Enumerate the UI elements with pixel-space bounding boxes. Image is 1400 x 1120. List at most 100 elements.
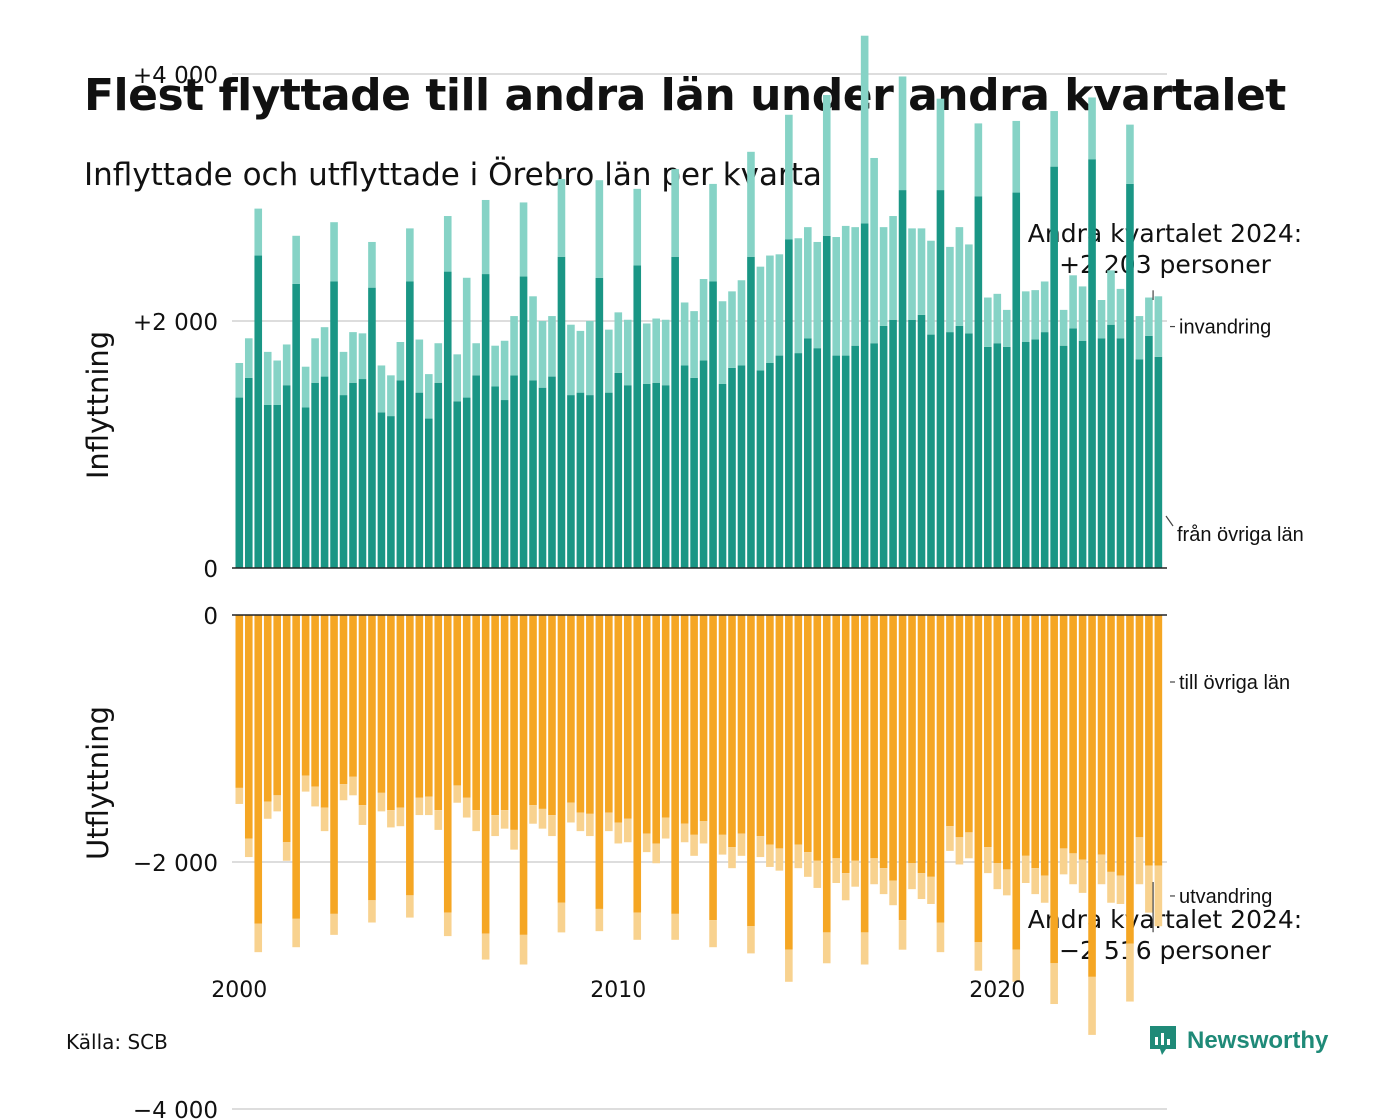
bar-inflow-domestic xyxy=(244,377,253,568)
bar-inflow-domestic xyxy=(368,287,376,568)
bar-inflow-immigration xyxy=(917,228,926,315)
bar-outflow-emigration xyxy=(1002,869,1011,896)
bar-outflow-domestic xyxy=(1002,615,1011,870)
bar-inflow-domestic xyxy=(1021,341,1030,568)
bar-inflow-immigration xyxy=(1050,111,1058,167)
bar-outflow-domestic xyxy=(671,615,679,914)
bar-outflow-domestic xyxy=(453,615,462,786)
bar-inflow-immigration xyxy=(661,319,670,386)
bar-inflow-immigration xyxy=(832,237,841,356)
bar-outflow-emigration xyxy=(633,912,642,940)
bar-outflow-emigration xyxy=(728,847,736,869)
bar-outflow-emigration xyxy=(1135,837,1144,885)
bar-inflow-immigration xyxy=(633,188,642,266)
bar-outflow-domestic xyxy=(406,615,414,896)
bar-inflow-immigration xyxy=(567,324,575,396)
bar-inflow-immigration xyxy=(254,208,263,256)
bar-outflow-emigration xyxy=(1145,865,1153,913)
bar-outflow-domestic xyxy=(595,615,604,909)
bar-inflow-domestic xyxy=(974,196,983,568)
bar-inflow-domestic xyxy=(1107,324,1115,568)
bar-outflow-emigration xyxy=(491,815,499,837)
bar-inflow-immigration xyxy=(330,222,338,282)
bar-inflow-domestic xyxy=(917,314,926,568)
bar-inflow-immigration xyxy=(1069,275,1077,329)
bar-inflow-domestic xyxy=(377,412,386,568)
bar-outflow-emigration xyxy=(946,826,954,851)
bar-outflow-domestic xyxy=(301,615,310,776)
leader-fran-ovriga-lan xyxy=(1165,515,1174,527)
bar-inflow-immigration xyxy=(927,240,935,335)
bar-inflow-immigration xyxy=(671,169,679,257)
bar-inflow-domestic xyxy=(642,383,651,568)
bar-inflow-immigration xyxy=(860,35,869,224)
bar-outflow-emigration xyxy=(320,807,329,832)
bar-outflow-emigration xyxy=(538,808,547,829)
bar-inflow-domestic xyxy=(737,365,746,568)
bar-inflow-domestic xyxy=(263,404,272,568)
bar-inflow-immigration xyxy=(1002,309,1011,347)
bar-outflow-domestic xyxy=(472,615,480,811)
bar-outflow-domestic xyxy=(680,615,689,824)
bar-outflow-emigration xyxy=(614,822,623,844)
bar-inflow-immigration xyxy=(1126,124,1134,184)
bar-inflow-domestic xyxy=(1145,335,1153,568)
bar-inflow-immigration xyxy=(946,246,954,333)
bar-inflow-domestic xyxy=(813,348,822,568)
bar-outflow-emigration xyxy=(1116,875,1125,904)
bar-outflow-domestic xyxy=(567,615,575,803)
bar-inflow-immigration xyxy=(605,329,613,393)
xtick-label: 2010 xyxy=(590,978,646,1003)
bar-outflow-emigration xyxy=(1078,859,1087,893)
bar-outflow-emigration xyxy=(1021,855,1030,883)
bar-outflow-emigration xyxy=(955,837,964,865)
bar-outflow-domestic xyxy=(244,615,253,839)
bar-outflow-emigration xyxy=(406,895,414,918)
bar-inflow-domestic xyxy=(993,343,1002,568)
bar-outflow-domestic xyxy=(775,615,784,849)
bar-outflow-emigration xyxy=(548,815,556,837)
bar-inflow-immigration xyxy=(936,98,945,191)
bar-inflow-domestic xyxy=(301,407,310,568)
bar-inflow-immigration xyxy=(529,296,537,381)
bar-inflow-immigration xyxy=(263,351,272,405)
bar-inflow-immigration xyxy=(1012,120,1021,193)
bar-outflow-domestic xyxy=(396,615,405,808)
bar-inflow-immigration xyxy=(804,227,812,339)
bar-inflow-immigration xyxy=(614,312,623,373)
bar-inflow-domestic xyxy=(766,362,774,568)
bar-inflow-immigration xyxy=(699,279,708,361)
bar-outflow-emigration xyxy=(671,913,679,940)
bar-outflow-emigration xyxy=(680,823,689,843)
bar-outflow-domestic xyxy=(358,615,367,806)
bar-inflow-immigration xyxy=(785,114,793,240)
bar-outflow-domestic xyxy=(1031,615,1039,869)
bar-inflow-domestic xyxy=(481,274,490,568)
bar-outflow-emigration xyxy=(898,920,907,950)
bar-inflow-domestic xyxy=(860,223,869,568)
bar-outflow-emigration xyxy=(567,802,575,823)
series-label-till-ovriga-lan: till övriga län xyxy=(1179,672,1290,694)
bar-inflow-domestic xyxy=(339,395,348,568)
bar-inflow-immigration xyxy=(377,365,386,413)
series-label-utvandring: utvandring xyxy=(1179,886,1272,908)
bar-outflow-domestic xyxy=(500,615,509,811)
bar-outflow-domestic xyxy=(254,615,263,924)
axis-layer xyxy=(232,290,1167,933)
bar-inflow-immigration xyxy=(434,343,443,383)
inflow-bars xyxy=(235,35,1163,569)
ylabel-outflow: Utflyttning xyxy=(81,706,115,860)
bar-inflow-immigration xyxy=(462,277,471,398)
bar-outflow-domestic xyxy=(851,615,859,861)
bar-outflow-domestic xyxy=(661,615,670,818)
bar-outflow-domestic xyxy=(529,615,537,806)
bar-outflow-domestic xyxy=(330,615,338,914)
bar-outflow-emigration xyxy=(851,860,859,887)
bar-outflow-domestic xyxy=(263,615,272,802)
annotation-top-line1: Andra kvartalet 2024: xyxy=(1027,219,1303,248)
bar-inflow-domestic xyxy=(889,319,897,568)
bar-inflow-domestic xyxy=(728,367,736,568)
bar-inflow-immigration xyxy=(898,76,907,191)
bar-inflow-immigration xyxy=(1021,291,1030,342)
